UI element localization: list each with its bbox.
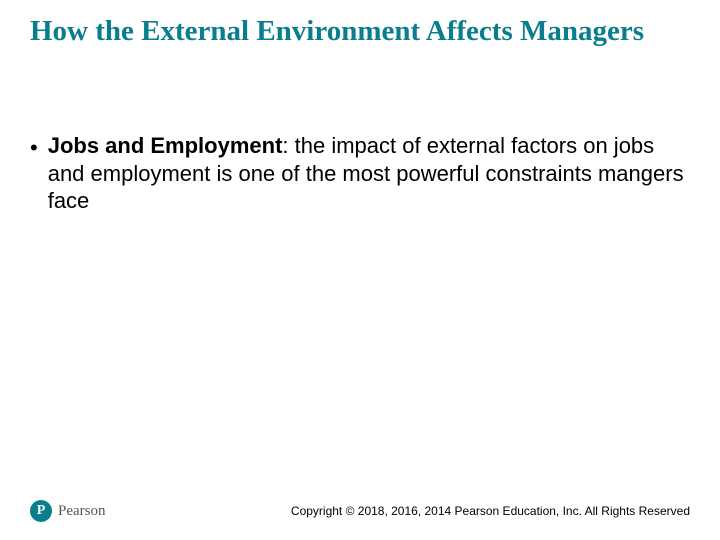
slide-body: • Jobs and Employment: the impact of ext… — [30, 132, 690, 215]
slide-title: How the External Environment Affects Man… — [30, 14, 690, 49]
logo-text: Pearson — [58, 503, 106, 520]
footer: P Pearson Copyright © 2018, 2016, 2014 P… — [30, 500, 690, 522]
bullet-text: Jobs and Employment: the impact of exter… — [48, 132, 690, 215]
copyright-text: Copyright © 2018, 2016, 2014 Pearson Edu… — [291, 504, 690, 518]
bullet-marker: • — [30, 134, 38, 162]
bullet-item: • Jobs and Employment: the impact of ext… — [30, 132, 690, 215]
bullet-lead: Jobs and Employment — [48, 133, 283, 158]
publisher-logo: P Pearson — [30, 500, 106, 522]
logo-mark-icon: P — [30, 500, 52, 522]
slide: How the External Environment Affects Man… — [0, 0, 720, 540]
